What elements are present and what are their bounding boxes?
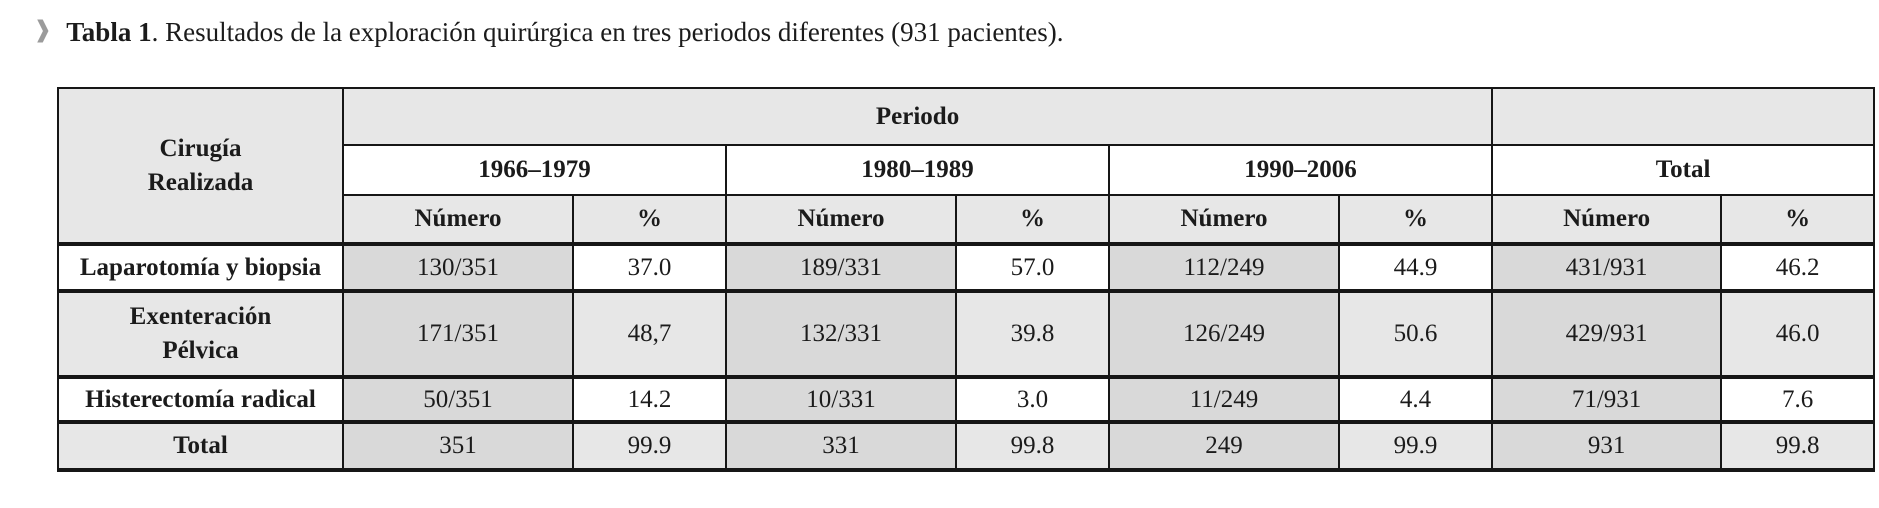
row-label: Exenteración Pélvica [57, 289, 344, 379]
numero-cell: 132/331 [725, 289, 957, 379]
periodo-group-header: Periodo [341, 87, 1494, 146]
pct-cell: 50.6 [1337, 289, 1494, 379]
total-header: Total [1491, 144, 1876, 196]
results-table: Cirugía Realizada Periodo 1966–1979 1980… [57, 87, 1876, 472]
caption-text: . Resultados de la exploración quirúrgic… [151, 17, 1064, 47]
pct-cell: 57.0 [955, 242, 1110, 293]
pct-cell: 99.9 [1337, 420, 1494, 472]
chevron-right-icon: ❱ [33, 17, 53, 44]
numero-cell: 130/351 [342, 242, 574, 293]
total-group-spacer [1491, 87, 1876, 146]
pct-cell: 3.0 [955, 375, 1110, 424]
header-row-periodo: Cirugía Realizada Periodo [57, 87, 1876, 245]
row-label: Histerectomía radical [57, 375, 344, 424]
numero-cell: 11/249 [1108, 375, 1340, 424]
numero-header: Número [1108, 194, 1340, 245]
period-header-1966-1979: 1966–1979 [342, 144, 727, 196]
numero-header: Número [342, 194, 574, 245]
header-row-subheaders: Número % Número % Número % Número % [58, 194, 1876, 245]
numero-cell: 10/331 [725, 375, 957, 424]
numero-cell: 71/931 [1491, 375, 1723, 424]
pct-cell: 14.2 [572, 375, 727, 424]
numero-cell: 126/249 [1108, 289, 1340, 379]
numero-cell: 931 [1491, 420, 1723, 472]
numero-cell: 112/249 [1108, 242, 1340, 293]
header-row-years: 1966–1979 1980–1989 1990–2006 Total [58, 144, 1876, 196]
pct-cell: 48,7 [572, 289, 727, 379]
row-label: Total [57, 420, 344, 472]
corner-header-cirugia-realizada: Cirugía Realizada [57, 87, 344, 245]
numero-header: Número [725, 194, 957, 245]
numero-cell: 351 [342, 420, 574, 472]
numero-cell: 431/931 [1491, 242, 1723, 293]
period-header-1990-2006: 1990–2006 [1107, 144, 1494, 196]
table-row-exenteracion: Exenteración Pélvica 171/351 48,7 132/33… [57, 289, 1876, 379]
pct-cell: 99.9 [572, 420, 727, 472]
pct-cell: 99.8 [955, 420, 1110, 472]
pct-header: % [572, 194, 727, 245]
row-label: Laparotomía y biopsia [57, 242, 344, 293]
table-row-histerectomia: Histerectomía radical 50/351 14.2 10/331… [57, 375, 1876, 424]
numero-header: Número [1491, 194, 1723, 245]
pct-cell: 46.0 [1720, 289, 1876, 379]
numero-cell: 50/351 [342, 375, 574, 424]
pct-header: % [1720, 194, 1876, 245]
caption-label: Tabla 1 [66, 17, 152, 47]
table-caption: ❱ Tabla 1. Resultados de la exploración … [33, 16, 1064, 48]
pct-cell: 37.0 [572, 242, 727, 293]
pct-cell: 99.8 [1720, 420, 1876, 472]
pct-header: % [1337, 194, 1494, 245]
numero-cell: 249 [1108, 420, 1340, 472]
pct-cell: 7.6 [1720, 375, 1876, 424]
numero-cell: 331 [725, 420, 957, 472]
pct-header: % [955, 194, 1110, 245]
numero-cell: 189/331 [725, 242, 957, 293]
pct-cell: 39.8 [955, 289, 1110, 379]
table-row-total: Total 351 99.9 331 99.8 249 99.9 931 99.… [57, 420, 1876, 472]
pct-cell: 46.2 [1720, 242, 1876, 293]
table-row-laparotomia: Laparotomía y biopsia 130/351 37.0 189/3… [57, 242, 1876, 293]
pct-cell: 4.4 [1337, 375, 1494, 424]
numero-cell: 171/351 [342, 289, 574, 379]
period-header-1980-1989: 1980–1989 [725, 144, 1110, 196]
pct-cell: 44.9 [1337, 242, 1494, 293]
numero-cell: 429/931 [1491, 289, 1723, 379]
